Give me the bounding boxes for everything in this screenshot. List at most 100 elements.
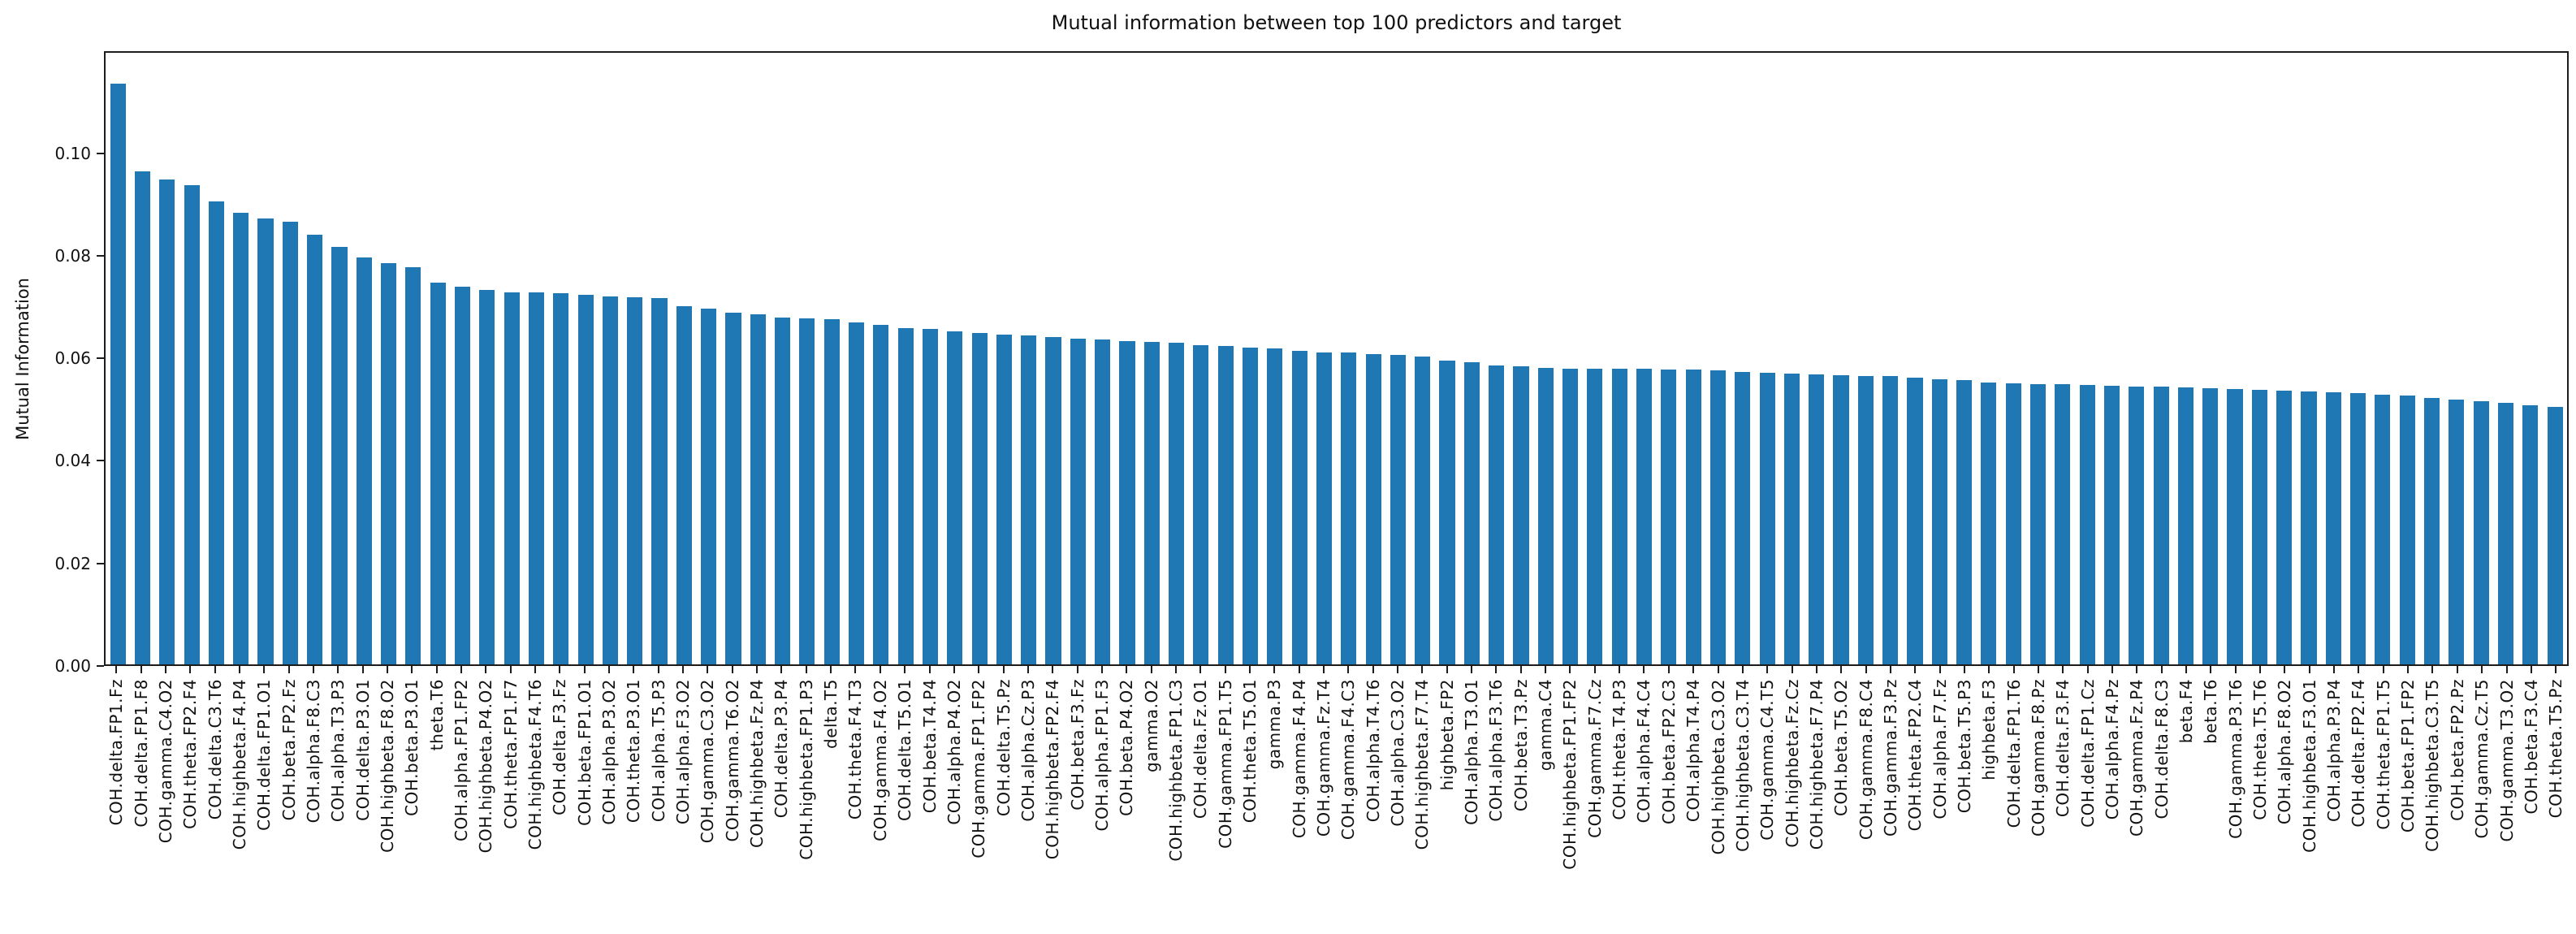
x-label-slot: beta.T6 xyxy=(2198,666,2223,930)
x-label-slot: COH.theta.FP1.T5 xyxy=(2371,666,2396,930)
x-tick-label: COH.gamma.F4.P4 xyxy=(1289,679,1309,839)
x-tick-mark xyxy=(928,666,931,673)
x-label-slot: COH.gamma.Fz.P4 xyxy=(2124,666,2149,930)
y-tick-mark xyxy=(97,460,104,462)
x-tick-label: COH.beta.T5.P3 xyxy=(1954,679,1974,814)
x-tick-label: gamma.O2 xyxy=(1141,679,1161,772)
bar-slot xyxy=(1731,53,1755,664)
x-tick-label: COH.highbeta.F8.O2 xyxy=(377,679,397,853)
x-tick-mark xyxy=(1347,666,1350,673)
bar xyxy=(1415,357,1431,664)
bar xyxy=(775,317,791,664)
x-tick-mark xyxy=(1027,666,1029,673)
x-tick-mark xyxy=(1988,666,1990,673)
x-tick-label: COH.theta.FP2.C4 xyxy=(1905,679,1926,832)
x-label-slot: COH.theta.T5.Pz xyxy=(2544,666,2568,930)
x-label-slot: COH.gamma.FP1.T5 xyxy=(1212,666,1237,930)
bar-slot xyxy=(229,53,253,664)
bar-slot xyxy=(721,53,746,664)
x-label-slot: COH.alpha.T5.P3 xyxy=(646,666,671,930)
x-axis-labels: COH.delta.FP1.Fz COH.delta.FP1.F8 COH.gamm… xyxy=(104,666,2569,930)
x-tick-mark xyxy=(312,666,314,673)
x-tick-label: COH.beta.FP2.Pz xyxy=(2447,679,2467,821)
x-tick-mark xyxy=(509,666,512,673)
x-label-slot: COH.theta.FP2.C4 xyxy=(1903,666,1927,930)
x-tick-mark xyxy=(1791,666,1793,673)
x-tick-mark xyxy=(386,666,388,673)
x-label-slot: COH.alpha.F3.O2 xyxy=(671,666,695,930)
bar xyxy=(1217,346,1234,664)
bar-slot xyxy=(967,53,992,664)
x-label-slot: COH.delta.T5.O1 xyxy=(893,666,917,930)
x-tick-label: COH.gamma.F8.Pz xyxy=(2028,679,2048,837)
bar xyxy=(307,234,323,664)
bar xyxy=(1636,369,1653,664)
bar xyxy=(528,292,545,664)
x-tick-label: COH.gamma.Cz.T5 xyxy=(2472,679,2492,839)
bar-slot xyxy=(647,53,672,664)
bar-slot xyxy=(401,53,426,664)
x-label-slot: COH.highbeta.F7.P4 xyxy=(1804,666,1829,930)
x-tick-label: COH.alpha.T4.T6 xyxy=(1363,679,1383,823)
bar xyxy=(1931,378,1947,664)
bar xyxy=(1463,361,1480,664)
x-label-slot: COH.alpha.P4.O2 xyxy=(942,666,966,930)
bar-slot xyxy=(1903,53,1927,664)
x-tick-mark xyxy=(1766,666,1769,673)
x-tick-label: COH.alpha.F4.Pz xyxy=(2103,679,2123,820)
x-tick-mark xyxy=(2136,666,2138,673)
x-tick-label: COH.beta.P4.O2 xyxy=(1117,679,1137,816)
x-tick-mark xyxy=(1471,666,1473,673)
bar xyxy=(848,322,865,664)
x-tick-mark xyxy=(2530,666,2532,673)
bar xyxy=(134,171,151,664)
bar-slot xyxy=(1337,53,1361,664)
bar-slot xyxy=(524,53,548,664)
x-tick-label: COH.theta.FP1.T5 xyxy=(2373,679,2393,830)
bar-slot xyxy=(2371,53,2395,664)
bar xyxy=(208,201,224,664)
bar-slot xyxy=(499,53,524,664)
x-label-slot: COH.gamma.F3.Pz xyxy=(1878,666,1903,930)
bar xyxy=(1661,370,1677,664)
bar-slot xyxy=(672,53,696,664)
x-label-slot: delta.T5 xyxy=(819,666,843,930)
x-label-slot: COH.theta.P3.O1 xyxy=(621,666,646,930)
x-tick-mark xyxy=(2111,666,2114,673)
bar xyxy=(1365,353,1381,664)
x-tick-mark xyxy=(2234,666,2237,673)
x-label-slot: COH.delta.FP1.Cz xyxy=(2076,666,2100,930)
bar-slot xyxy=(1927,53,1951,664)
bar xyxy=(159,179,175,664)
x-tick-label: COH.beta.F3.Fz xyxy=(1067,679,1087,811)
bar xyxy=(1291,350,1307,664)
x-label-slot: COH.alpha.T4.T6 xyxy=(1361,666,1385,930)
x-label-slot: COH.delta.Fz.O1 xyxy=(1188,666,1212,930)
x-label-slot: COH.highbeta.F3.O1 xyxy=(2297,666,2322,930)
x-tick-mark xyxy=(1126,666,1128,673)
bar xyxy=(553,293,569,664)
bar xyxy=(2103,386,2120,664)
x-tick-label: COH.alpha.T5.P3 xyxy=(648,679,668,823)
x-label-slot: COH.delta.FP1.O1 xyxy=(252,666,276,930)
bar-slot xyxy=(1509,53,1533,664)
x-label-slot: COH.beta.FP1.FP2 xyxy=(2396,666,2420,930)
x-label-slot: COH.beta.FP2.Pz xyxy=(2445,666,2470,930)
x-label-slot: COH.highbeta.Fz.Cz xyxy=(1779,666,1804,930)
x-tick-mark xyxy=(1593,666,1596,673)
x-label-slot: COH.gamma.T6.O2 xyxy=(720,666,745,930)
x-label-slot: highbeta.F3 xyxy=(1977,666,2001,930)
x-tick-mark xyxy=(2382,666,2384,673)
x-label-slot: COH.delta.C3.T6 xyxy=(202,666,227,930)
x-label-slot: COH.gamma.Cz.T5 xyxy=(2470,666,2494,930)
x-tick-mark xyxy=(583,666,586,673)
y-tick-mark xyxy=(97,562,104,564)
x-tick-label: COH.delta.F8.C3 xyxy=(2151,679,2172,819)
bar xyxy=(454,287,471,664)
bar xyxy=(479,290,495,664)
x-tick-mark xyxy=(460,666,462,673)
x-tick-mark xyxy=(2505,666,2508,673)
bar-slot xyxy=(155,53,179,664)
bar-slot xyxy=(2025,53,2050,664)
x-tick-label: highbeta.F3 xyxy=(1979,679,1999,780)
